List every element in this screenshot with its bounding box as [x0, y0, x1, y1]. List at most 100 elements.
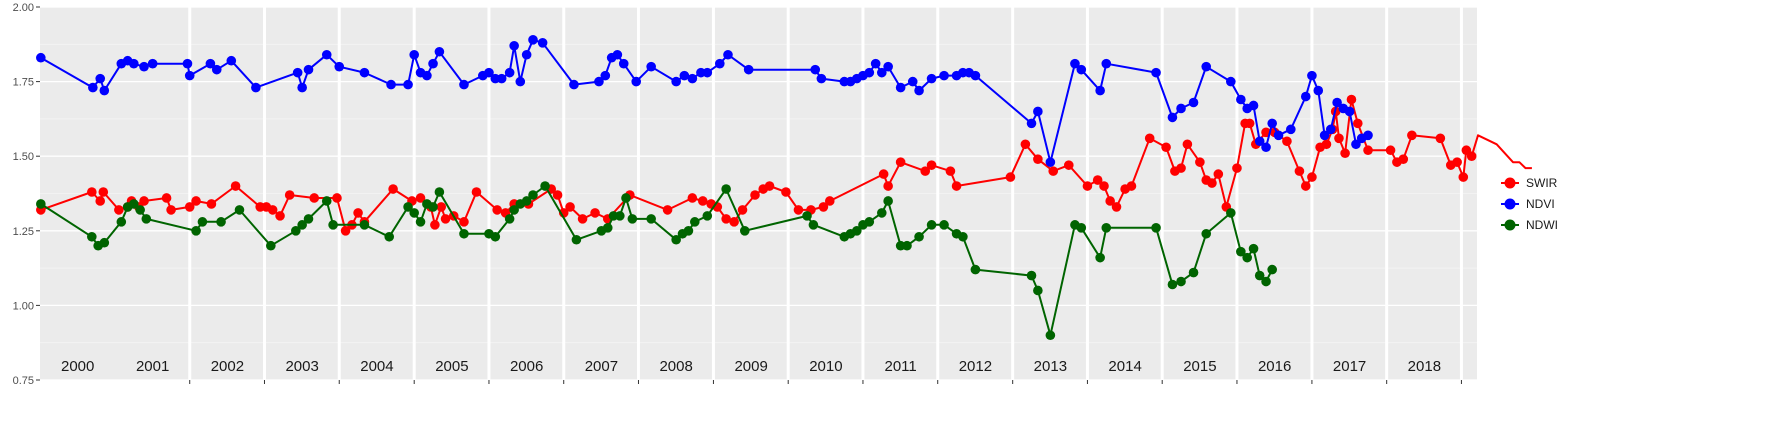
ndvi-point: [895, 82, 906, 93]
ndvi-point: [297, 82, 307, 93]
ndvi-point: [303, 64, 314, 75]
swir-point: [926, 160, 937, 170]
ndwi-point: [1151, 223, 1161, 233]
swir-point: [139, 196, 149, 206]
ndvi-point: [1261, 142, 1271, 153]
swir-point: [577, 214, 588, 224]
swir-point: [1033, 154, 1043, 164]
ndwi-point: [1201, 228, 1212, 239]
ndwi-point: [1236, 246, 1246, 257]
legend-label-swir: SWIR: [1526, 176, 1558, 190]
ndwi-point: [690, 217, 700, 227]
ndvi-point: [537, 38, 548, 48]
y-tick-label: 1.00: [13, 300, 34, 312]
ndwi-point: [721, 184, 731, 194]
ndvi-point: [434, 46, 445, 57]
year-label: 2011: [885, 358, 917, 375]
swir-point: [1111, 202, 1122, 212]
year-label: 2010: [809, 358, 842, 375]
year-label: 2014: [1108, 358, 1141, 375]
ndwi-point: [864, 217, 875, 227]
ndwi-point: [739, 226, 750, 236]
ndvi-point: [1313, 85, 1324, 96]
ndwi-point: [926, 220, 937, 230]
ndwi-point: [434, 187, 445, 197]
series-ndvi: [36, 35, 1373, 167]
ndwi-point: [459, 228, 469, 239]
swir-point: [430, 220, 440, 230]
swir-point: [206, 199, 217, 209]
swir-point: [1126, 181, 1137, 191]
y-tick-label: 1.75: [13, 77, 34, 89]
swir-point: [1398, 154, 1409, 164]
ndwi-point: [1101, 223, 1112, 233]
ndvi-point: [1167, 112, 1178, 123]
legend-item-ndwi: NDWI: [1501, 218, 1558, 232]
ndwi-point: [621, 193, 631, 203]
ndvi-point: [671, 76, 681, 87]
swir-point: [1363, 145, 1373, 156]
ndvi-point: [509, 40, 519, 51]
swir-point: [729, 217, 739, 227]
swir-point: [1340, 148, 1350, 159]
swir-point: [565, 202, 575, 212]
ndwi-point: [36, 199, 46, 209]
swir-point: [1144, 133, 1155, 144]
ndvi-point: [970, 70, 981, 81]
ndvi-point: [743, 64, 754, 75]
swir-point: [945, 166, 956, 176]
ndvi-point: [1236, 94, 1246, 105]
ndvi-point: [1286, 124, 1296, 135]
swir-point: [1005, 172, 1016, 182]
swir-point: [793, 205, 804, 215]
ndvi-point: [515, 76, 526, 87]
year-label: 2000: [61, 358, 94, 375]
swir-point: [166, 205, 176, 215]
ndwi-point: [1254, 270, 1265, 281]
x-axis: 2000 2001 2002 2003 2004 2005 2006 2007 2008 2009…: [61, 358, 1462, 384]
ndwi-point: [702, 211, 713, 221]
ndvi-point: [504, 67, 515, 78]
ndwi-point: [1248, 243, 1259, 254]
y-tick-label: 1.25: [13, 226, 34, 238]
swir-point: [1307, 172, 1317, 182]
ndwi-point: [646, 214, 656, 224]
ndvi-point: [594, 76, 604, 87]
ndwi-point: [291, 226, 301, 236]
ndvi-point: [631, 76, 642, 87]
swir-point: [662, 205, 673, 215]
swir-point: [459, 217, 469, 227]
ndvi-point: [877, 67, 887, 78]
ndwi-point: [877, 208, 887, 218]
ndwi-point: [509, 205, 519, 215]
ndvi-point: [251, 82, 261, 93]
ndvi-point: [182, 58, 193, 69]
swir-point: [436, 202, 447, 212]
ndwi-point: [540, 181, 550, 191]
ndwi-point: [883, 196, 893, 206]
series-layer: [36, 35, 1532, 341]
ndvi-point: [211, 64, 222, 75]
ndwi-point: [528, 190, 538, 200]
ndwi-point: [234, 205, 245, 215]
swir-point: [275, 211, 285, 221]
ndvi-point: [1300, 91, 1311, 102]
ndvi-point: [1101, 58, 1112, 69]
swir-point: [781, 187, 791, 197]
year-label: 2012: [959, 358, 992, 375]
ndvi-point: [521, 49, 532, 60]
ndwi-point: [191, 226, 201, 236]
ndvi-point: [1201, 61, 1212, 72]
ndvi-point: [95, 73, 106, 84]
swir-point: [750, 190, 760, 200]
y-axis: 0.75 1.00 1.25 1.50 1.75 2.00: [13, 2, 40, 387]
ndvi-point: [939, 70, 949, 81]
ndvi-point: [1307, 70, 1317, 81]
ndwi-point: [490, 231, 501, 242]
swir-point: [1207, 178, 1217, 188]
legend-item-swir: SWIR: [1501, 176, 1558, 190]
ndvi-point: [883, 61, 893, 72]
swir-point: [340, 226, 351, 236]
swir-point: [1435, 133, 1446, 144]
